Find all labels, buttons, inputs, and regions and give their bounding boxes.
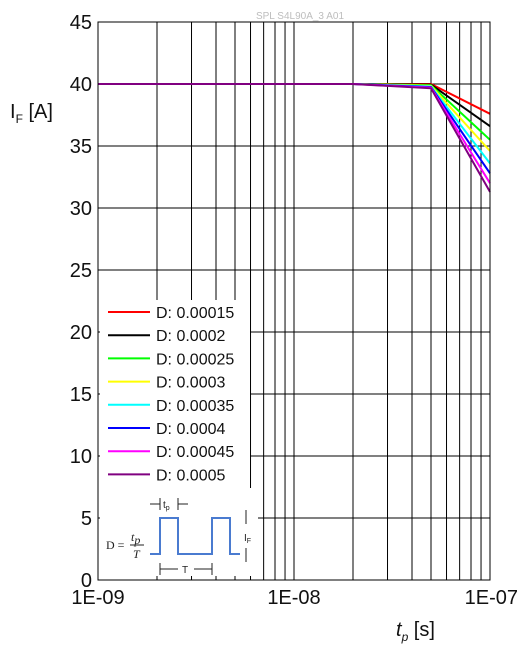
legend-background [100,300,250,488]
series-lines [98,83,491,193]
y-tick-label: 30 [70,198,92,220]
y-tick-label: 5 [81,508,92,530]
legend-label-5: D: 0.00035 [156,398,234,415]
duty-cycle-inset: D = tp T tp T IF [100,488,258,576]
y-tick-label: 10 [70,446,92,468]
y-tick-label: 35 [70,136,92,158]
tick-labels: 0 5 10 15 20 25 30 35 40 45 1E-09 1E-08 1E-07 [70,12,518,609]
legend-label-2: D: 0.0002 [156,328,225,345]
y-tick-label: 45 [70,12,92,34]
inset-period-label: T [182,565,188,576]
inset-d-label: D = [106,538,125,552]
watermark: SPL S4L90A_3 A01 [256,11,344,22]
inset-current-label: IF [244,533,251,545]
x-axis-label: tp [s] [396,619,435,644]
inset-tp-dim-label: tp [163,500,170,512]
legend-label-6: D: 0.0004 [156,421,225,438]
y-tick-label: 25 [70,260,92,282]
legend-label-3: D: 0.00025 [156,351,234,368]
x-tick-label: 1E-09 [71,587,124,609]
inset-pulse-waveform [150,517,240,555]
plot-frame [97,21,491,581]
legend-label-4: D: 0.0003 [156,375,225,392]
inset-T-denominator: T [133,547,141,561]
y-axis-label: IF [A] [10,101,53,126]
y-tick-label: 15 [70,384,92,406]
legend-label-7: D: 0.00045 [156,444,234,461]
x-tick-label: 1E-07 [465,587,518,609]
y-tick-label: 0 [81,570,92,592]
inset-tp-numerator: tp [131,530,140,547]
inset-period-label-bg [178,563,194,575]
series-line-8 [98,83,491,193]
legend: D: 0.00015 D: 0.0002 D: 0.00025 D: 0.0003 D:… [100,300,250,488]
legend-label-1: D: 0.00015 [156,305,234,322]
x-tick-label: 1E-08 [267,587,320,609]
legend-label-8: D: 0.0005 [156,467,225,484]
y-tick-label: 20 [70,322,92,344]
y-tick-label: 40 [70,74,92,96]
